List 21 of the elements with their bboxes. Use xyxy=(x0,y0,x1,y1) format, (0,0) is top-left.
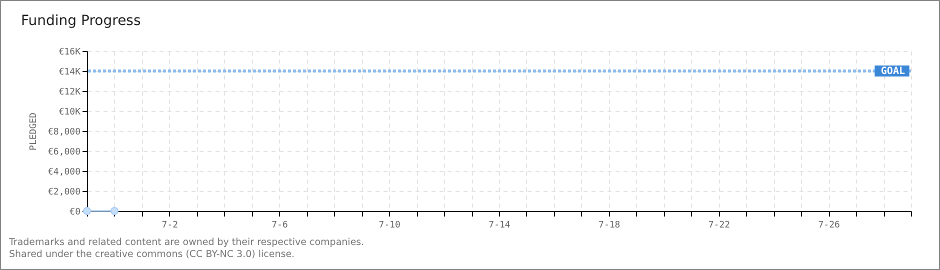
ref-line-label: GOAL xyxy=(880,66,905,77)
x-tick-label: 7-14 xyxy=(488,220,510,230)
y-tick-label: €16K xyxy=(58,48,82,58)
x-tick-label: 7-10 xyxy=(378,220,400,230)
y-tick-label: €4,000 xyxy=(48,168,80,178)
x-tick-label: 7-2 xyxy=(162,220,178,230)
text: Trademarks and related content are owned by their respective companies. xyxy=(9,237,364,249)
y-tick-label: €6,000 xyxy=(48,148,80,158)
y-tick-label: €12K xyxy=(58,88,82,98)
y-tick-label: €8,000 xyxy=(48,128,80,138)
y-tick-label: €2,000 xyxy=(48,188,80,198)
x-tick-label: 7-6 xyxy=(272,220,288,230)
y-tick-label: €0 xyxy=(70,208,80,218)
y-tick-label: €10K xyxy=(58,108,82,118)
y-tick-label: €14K xyxy=(58,68,82,78)
chart-title: Funding Progress xyxy=(21,13,141,29)
x-tick-label: 7-18 xyxy=(598,220,620,230)
y-axis-title: PLEDGED xyxy=(28,112,39,150)
x-tick-label: 7-26 xyxy=(818,220,840,230)
text: Shared under the creative commons (CC BY-NC 3.0) license. xyxy=(9,249,296,261)
x-tick-label: 7-22 xyxy=(708,220,730,230)
